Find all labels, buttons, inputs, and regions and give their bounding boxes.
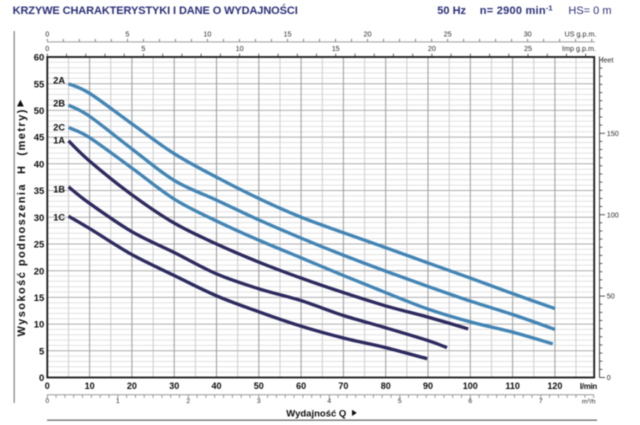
svg-text:0: 0 [607,373,611,382]
svg-text:20: 20 [364,30,372,39]
svg-text:20: 20 [34,266,45,277]
svg-text:55: 55 [34,79,45,90]
svg-text:35: 35 [34,186,45,197]
svg-text:1: 1 [116,398,120,405]
svg-text:25: 25 [34,240,45,251]
svg-text:10: 10 [236,44,244,53]
svg-text:90: 90 [423,381,433,391]
svg-text:60: 60 [296,381,306,391]
svg-text:2: 2 [186,398,190,405]
svg-text:n= 2900 min-1: n= 2900 min-1 [480,4,553,18]
svg-text:0: 0 [45,381,50,391]
svg-text:5: 5 [141,44,145,53]
svg-text:150: 150 [607,129,619,138]
svg-text:0: 0 [45,30,49,39]
svg-text:20: 20 [127,381,137,391]
svg-text:50 Hz: 50 Hz [437,5,466,17]
svg-text:10: 10 [34,320,45,331]
svg-text:30: 30 [524,30,532,39]
svg-text:110: 110 [505,381,520,391]
svg-text:2C: 2C [53,122,65,132]
svg-text:7: 7 [539,398,543,405]
svg-text:60: 60 [34,53,45,64]
svg-text:15: 15 [332,44,340,53]
svg-text:15: 15 [284,30,292,39]
svg-text:50: 50 [254,381,264,391]
svg-text:Wydajność Q: Wydajność Q [286,409,346,420]
svg-text:40: 40 [211,381,221,391]
svg-text:10: 10 [203,30,211,39]
svg-text:6: 6 [468,398,472,405]
svg-text:Imp g.p.m.: Imp g.p.m. [562,44,596,53]
svg-text:50: 50 [34,106,45,117]
svg-text:1C: 1C [53,213,65,223]
svg-text:3: 3 [257,398,261,405]
svg-text:80: 80 [381,381,391,391]
svg-text:0: 0 [39,373,44,384]
svg-text:0: 0 [45,398,49,405]
svg-text:20: 20 [428,44,436,53]
svg-text:2A: 2A [53,75,65,85]
svg-text:30: 30 [34,213,45,224]
svg-text:45: 45 [34,133,45,144]
svg-text:1A: 1A [53,135,65,145]
svg-text:1B: 1B [53,184,65,194]
svg-text:120: 120 [547,381,562,391]
svg-text:0: 0 [45,44,49,53]
svg-text:5: 5 [39,346,45,357]
svg-text:4: 4 [327,398,331,405]
svg-text:feet: feet [602,55,614,64]
svg-text:100: 100 [607,210,619,219]
svg-text:25: 25 [444,30,452,39]
svg-text:30: 30 [169,381,179,391]
svg-text:70: 70 [338,381,348,391]
svg-text:Wysokość podnoszenia H (metr: Wysokość podnoszenia H (metry) [16,108,28,336]
svg-text:10: 10 [85,381,95,391]
svg-text:HS= 0 m: HS= 0 m [568,5,611,17]
svg-text:2B: 2B [53,99,65,109]
svg-text:US g.p.m.: US g.p.m. [565,30,597,39]
svg-text:25: 25 [524,44,532,53]
svg-text:5: 5 [125,30,129,39]
svg-text:l/min: l/min [580,382,598,391]
svg-text:m³/h: m³/h [582,399,596,406]
svg-text:15: 15 [34,293,45,304]
svg-text:100: 100 [463,381,478,391]
svg-text:40: 40 [34,159,45,170]
svg-text:50: 50 [607,292,615,301]
svg-text:KRZYWE CHARAKTERYSTYKI I DANE: KRZYWE CHARAKTERYSTYKI I DANE O WYDAJNOŚ… [13,4,298,17]
svg-text:5: 5 [398,398,402,405]
